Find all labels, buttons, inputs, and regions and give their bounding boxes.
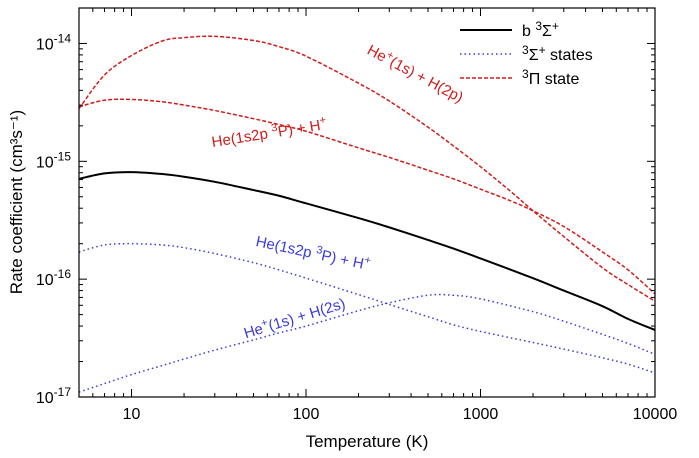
x-axis-label: Temperature (K) xyxy=(306,432,429,451)
annotation-sigma2: He+(1s) + H(2s) xyxy=(241,293,347,342)
x-tick-label: 10 xyxy=(123,406,141,423)
series-line-b3 xyxy=(78,171,656,331)
plot-frame xyxy=(78,7,656,398)
annotation-layer: He+(1s) + H(2p) He(1s2p 3P) + H+ He(1s2p 3… xyxy=(210,40,467,343)
ticks-layer: 10 100 1000 10000 10-17 10-16 10-15 10-14 xyxy=(36,7,678,423)
legend-label-sigma: 3Σ+ states xyxy=(522,43,593,64)
annotation-pi1: He+(1s) + H(2p) xyxy=(364,40,467,107)
annotation-pi2: He(1s2p 3P) + H+ xyxy=(210,114,328,151)
y-tick-label: 10-16 xyxy=(36,267,71,289)
y-tick-label: 10-14 xyxy=(36,31,71,53)
series-line-sigma1 xyxy=(78,242,656,374)
x-tick-label: 10000 xyxy=(633,406,678,423)
series-line-sigma2 xyxy=(78,293,656,393)
annotation-sigma1: He(1s2p 3P) + H+ xyxy=(254,231,372,274)
series-layer xyxy=(78,35,656,393)
y-tick-label: 10-15 xyxy=(36,149,71,171)
series-line-pi1 xyxy=(78,35,656,302)
x-tick-label: 100 xyxy=(293,406,320,423)
y-tick-label: 10-17 xyxy=(36,385,71,407)
legend: b 3Σ+ 3Σ+ states 3Π state xyxy=(460,19,593,88)
series-line-pi2 xyxy=(78,98,656,295)
legend-label-pi: 3Π state xyxy=(522,67,579,88)
y-axis-label: Rate coefficient (cm³s⁻¹) xyxy=(7,110,26,294)
legend-label-b3: b 3Σ+ xyxy=(522,19,559,40)
x-tick-label: 1000 xyxy=(463,406,499,423)
